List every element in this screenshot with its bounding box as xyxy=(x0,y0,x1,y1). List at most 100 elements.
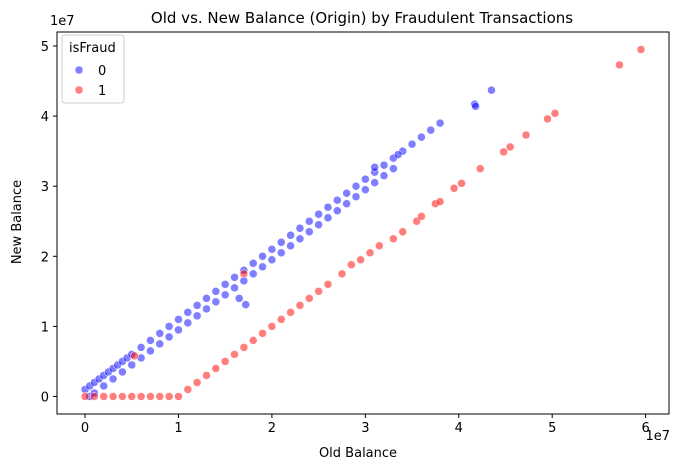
point-series-0-23 xyxy=(248,259,258,268)
point-series-1-25 xyxy=(314,287,323,296)
point-series-0-37 xyxy=(379,160,389,170)
point-series-0-49 xyxy=(127,360,136,370)
point-series-1-45 xyxy=(550,109,560,118)
x-tick-label-5: 5 xyxy=(548,421,556,436)
point-series-1-4 xyxy=(118,392,127,401)
y-axis-label: New Balance xyxy=(10,180,25,264)
point-series-0-20 xyxy=(220,280,230,289)
point-series-1-27 xyxy=(337,269,347,279)
point-series-1-7 xyxy=(146,392,155,401)
point-series-1-40 xyxy=(476,164,485,173)
point-series-0-26 xyxy=(276,238,286,247)
point-series-0-76 xyxy=(379,171,389,180)
series-0 xyxy=(80,85,496,401)
point-series-0-55 xyxy=(183,318,193,328)
point-series-0-71 xyxy=(333,206,342,215)
point-series-1-48 xyxy=(130,351,139,361)
point-series-0-78 xyxy=(234,294,244,303)
point-series-0-60 xyxy=(230,283,239,293)
point-series-0-69 xyxy=(314,220,323,229)
point-series-1-0 xyxy=(80,392,90,401)
point-series-0-19 xyxy=(211,287,221,296)
point-series-1-46 xyxy=(615,60,624,70)
point-series-1-15 xyxy=(220,357,230,366)
point-series-0-13 xyxy=(155,329,165,338)
point-series-0-12 xyxy=(146,336,155,345)
legend-label-1: 1 xyxy=(98,84,106,99)
x-tick-label-2: 2 xyxy=(268,421,276,436)
point-series-1-24 xyxy=(305,294,314,303)
legend-title: isFraud xyxy=(69,41,116,56)
point-series-0-42 xyxy=(426,125,435,135)
point-series-0-29 xyxy=(305,217,314,226)
y-tick-label-4: 4 xyxy=(41,110,49,125)
point-series-1-38 xyxy=(449,184,459,193)
point-series-0-66 xyxy=(286,241,295,251)
point-series-1-18 xyxy=(248,336,258,345)
legend: isFraud 0 1 xyxy=(61,34,125,104)
point-series-0-28 xyxy=(295,224,305,233)
point-series-1-8 xyxy=(155,392,165,401)
y-tick-label-3: 3 xyxy=(41,180,49,195)
point-series-0-31 xyxy=(323,202,333,212)
series-1 xyxy=(80,45,646,401)
point-series-0-48 xyxy=(118,367,127,377)
point-series-0-70 xyxy=(323,213,333,222)
point-series-0-56 xyxy=(192,311,202,321)
point-series-1-17 xyxy=(239,343,249,352)
legend-marker-1 xyxy=(74,85,84,95)
point-series-0-21 xyxy=(230,273,239,282)
point-series-1-21 xyxy=(276,315,286,324)
point-series-1-28 xyxy=(347,260,356,269)
point-series-0-15 xyxy=(174,315,183,324)
point-series-1-19 xyxy=(258,329,267,338)
point-series-1-16 xyxy=(230,350,239,359)
point-series-1-47 xyxy=(636,45,646,54)
y-tick-label-1: 1 xyxy=(41,320,49,335)
point-series-0-14 xyxy=(164,322,174,331)
point-series-1-2 xyxy=(99,392,108,401)
point-series-0-11 xyxy=(136,343,146,352)
point-series-0-77 xyxy=(389,164,398,173)
point-series-1-43 xyxy=(521,130,531,140)
point-series-1-49 xyxy=(239,269,249,279)
point-series-1-3 xyxy=(108,392,118,401)
x-tick-label-0: 0 xyxy=(81,421,89,436)
point-series-0-43 xyxy=(435,118,445,128)
point-series-0-65 xyxy=(276,248,286,258)
legend-marker-0 xyxy=(74,65,84,75)
y-axis-multiplier: 1e7 xyxy=(50,14,75,29)
point-series-0-46 xyxy=(99,381,108,391)
x-tick-label-1: 1 xyxy=(174,421,182,436)
point-series-1-12 xyxy=(192,378,202,387)
point-series-0-84 xyxy=(471,102,480,111)
point-series-0-81 xyxy=(393,150,403,159)
point-series-0-62 xyxy=(248,269,258,279)
point-series-0-58 xyxy=(211,297,221,307)
point-series-0-51 xyxy=(146,346,155,356)
point-series-1-9 xyxy=(164,392,174,401)
point-series-0-18 xyxy=(202,294,211,303)
point-series-1-41 xyxy=(499,147,508,157)
point-series-0-73 xyxy=(351,192,361,201)
point-series-0-32 xyxy=(333,195,342,205)
point-series-0-54 xyxy=(174,325,183,335)
point-series-0-83 xyxy=(487,85,496,95)
point-series-0-47 xyxy=(108,374,118,384)
point-series-1-35 xyxy=(417,212,426,221)
point-series-0-72 xyxy=(342,199,351,208)
plot-area xyxy=(80,45,646,401)
point-series-0-67 xyxy=(295,234,305,244)
point-series-0-53 xyxy=(164,332,174,342)
point-series-0-16 xyxy=(183,308,193,317)
point-series-1-44 xyxy=(543,114,552,124)
point-series-1-29 xyxy=(356,255,365,265)
x-tick-label-4: 4 xyxy=(455,421,463,436)
point-series-0-35 xyxy=(361,174,370,184)
axes: 0 1 2 3 4 5 6 0 1 2 3 4 5 xyxy=(41,31,670,436)
point-series-0-30 xyxy=(314,209,323,219)
x-axis-label: Old Balance xyxy=(319,446,397,461)
x-tick-label-3: 3 xyxy=(361,421,369,436)
point-series-0-41 xyxy=(417,132,426,142)
y-tick-label-5: 5 xyxy=(41,40,49,55)
